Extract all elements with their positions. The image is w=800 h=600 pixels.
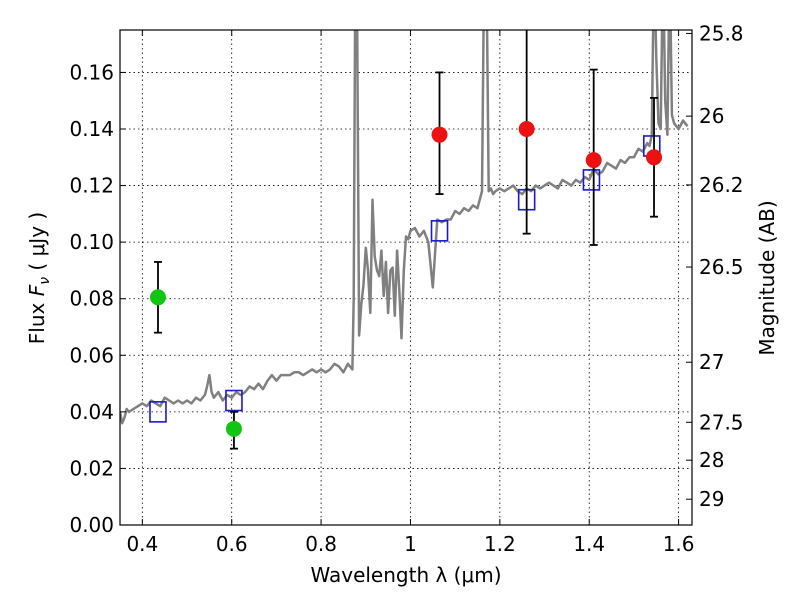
observed-flux-point <box>225 420 242 437</box>
y2-axis-label: Magnitude (AB) <box>755 200 779 355</box>
y-axis-label: Flux Fν ( μJy ) <box>25 212 53 344</box>
model-photometry-square <box>149 401 167 423</box>
y-tick-label: 0.10 <box>69 230 114 254</box>
plot-area <box>120 30 692 525</box>
y2-tick-label: 28 <box>699 448 724 472</box>
observed-flux-point <box>585 152 602 169</box>
plot-frame <box>119 29 693 526</box>
observed-flux-point <box>518 121 535 137</box>
y-tick-label: 0.08 <box>69 287 114 311</box>
y2-tick-label: 26.5 <box>699 255 744 279</box>
y-axis-label-subscript: ν <box>37 277 53 285</box>
y-axis-label-prefix: Flux <box>25 296 49 344</box>
x-tick-label: 1 <box>404 532 417 556</box>
x-tick-label: 0.4 <box>126 532 158 556</box>
y-tick-label: 0.14 <box>69 117 114 141</box>
model-photometry-square <box>582 169 601 191</box>
observed-flux-point <box>646 149 663 166</box>
y-tick-label: 0.16 <box>69 60 114 84</box>
photometry-layer <box>149 30 663 450</box>
observed-flux-point <box>149 289 166 306</box>
x-tick-label: 1.6 <box>663 532 695 556</box>
y2-tick-label: 25.8 <box>699 21 744 45</box>
x-tick-label: 0.6 <box>216 532 248 556</box>
model-photometry-square <box>225 389 243 412</box>
observed-flux-point <box>431 126 448 143</box>
y-tick-label: 0.12 <box>69 174 114 198</box>
y-tick-label: 0.06 <box>69 343 114 367</box>
x-tick-label: 1.4 <box>573 532 605 556</box>
y2-tick-label: 26 <box>699 104 724 128</box>
x-axis-label: Wavelength λ (μm) <box>310 563 501 587</box>
grid-lines <box>120 30 692 525</box>
y-tick-label: 0.02 <box>69 456 114 480</box>
y-axis-label-suffix: ( μJy ) <box>25 212 49 277</box>
axis-ticks: 0.4 0.6 0.8 1 1.2 1.4 1.6 0.00 0.02 0.04 0.06 0.08 0… <box>69 21 743 556</box>
y2-tick-label: 26.2 <box>699 173 744 197</box>
y2-tick-label: 27 <box>699 350 724 374</box>
y-axis-label-symbol: F <box>25 284 49 296</box>
x-tick-label: 1.2 <box>484 532 516 556</box>
y-tick-label: 0.04 <box>69 400 114 424</box>
model-photometry-square <box>430 220 449 242</box>
y2-tick-label: 27.5 <box>699 410 744 434</box>
y-tick-label: 0.00 <box>69 513 114 537</box>
y2-tick-label: 29 <box>699 487 724 511</box>
x-tick-label: 0.8 <box>305 532 337 556</box>
